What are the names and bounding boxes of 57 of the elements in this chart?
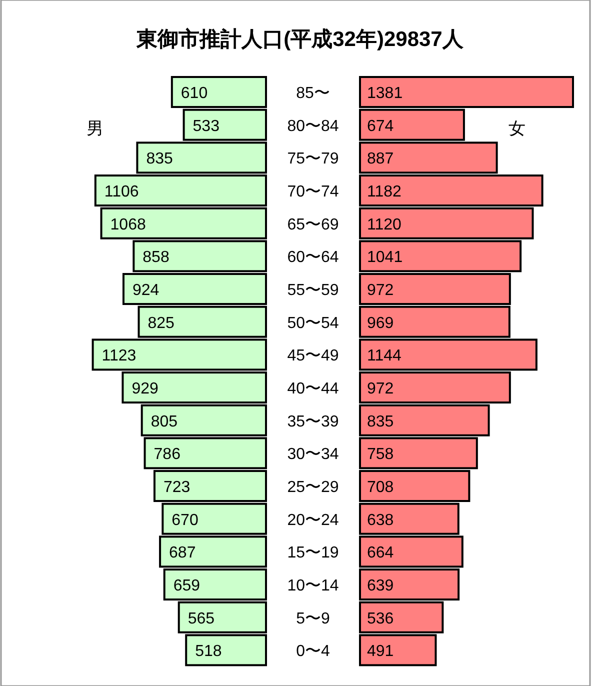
- data-label: 924: [132, 282, 160, 299]
- y-tick-label: 80〜84: [287, 118, 339, 135]
- data-label: 565: [188, 610, 215, 628]
- y-tick-label: 50〜54: [287, 314, 339, 332]
- data-label: 969: [367, 314, 394, 332]
- y-tick-label: 0〜4: [296, 643, 330, 660]
- text: 男: [86, 119, 104, 138]
- chart-title: 東御市推計人口(平成32年)29837人: [136, 27, 464, 51]
- data-label: 639: [367, 578, 394, 594]
- data-label: 929: [132, 380, 159, 398]
- y-tick-label: 5〜9: [296, 610, 330, 628]
- y-tick-label: 30〜34: [287, 446, 339, 464]
- data-label: 1106: [104, 184, 139, 200]
- y-tick-label: 55〜59: [287, 282, 339, 299]
- data-label: 1381: [367, 85, 403, 102]
- y-tick-label: 25〜29: [287, 479, 339, 496]
- data-label: 1041: [367, 249, 403, 266]
- data-label: 533: [192, 118, 220, 135]
- data-label: 972: [367, 282, 394, 299]
- data-label: 708: [367, 479, 394, 496]
- data-label: 638: [367, 512, 394, 529]
- data-label: 536: [367, 610, 394, 628]
- y-tick-label: 20〜24: [287, 512, 339, 529]
- data-label: 1068: [110, 216, 146, 234]
- data-label: 1182: [367, 184, 402, 200]
- data-label: 835: [367, 413, 394, 430]
- data-label: 610: [180, 85, 208, 102]
- data-label: 805: [150, 413, 178, 430]
- y-tick-label: 40〜44: [287, 380, 339, 398]
- data-label: 664: [367, 544, 394, 562]
- data-label: 758: [367, 446, 394, 464]
- data-label: 687: [169, 544, 196, 562]
- y-tick-label: 35〜39: [287, 413, 339, 430]
- data-label: 674: [367, 118, 394, 135]
- data-label: 835: [146, 150, 174, 168]
- y-tick-label: 10〜14: [287, 578, 339, 594]
- y-tick-label: 85〜: [296, 85, 330, 102]
- y-tick-label: 65〜69: [287, 216, 339, 234]
- y-tick-label: 70〜74: [287, 184, 339, 200]
- data-label: 887: [367, 150, 394, 168]
- data-label: 723: [163, 479, 190, 496]
- data-label: 825: [148, 314, 175, 332]
- data-label: 1144: [367, 348, 402, 365]
- data-label: 1123: [102, 348, 136, 365]
- data-label: 518: [195, 643, 222, 660]
- data-label: 491: [367, 643, 394, 660]
- data-label: 972: [367, 380, 394, 398]
- data-label: 659: [173, 578, 200, 594]
- series-label: 女: [508, 119, 526, 138]
- data-label: 670: [172, 512, 198, 529]
- y-tick-label: 15〜19: [287, 544, 339, 562]
- data-label: 858: [142, 249, 170, 266]
- y-tick-label: 75〜79: [287, 150, 339, 168]
- y-tick-label: 45〜49: [287, 348, 339, 365]
- data-label: 786: [154, 446, 181, 464]
- data-label: 1120: [367, 216, 402, 234]
- y-tick-label: 60〜64: [287, 249, 339, 266]
